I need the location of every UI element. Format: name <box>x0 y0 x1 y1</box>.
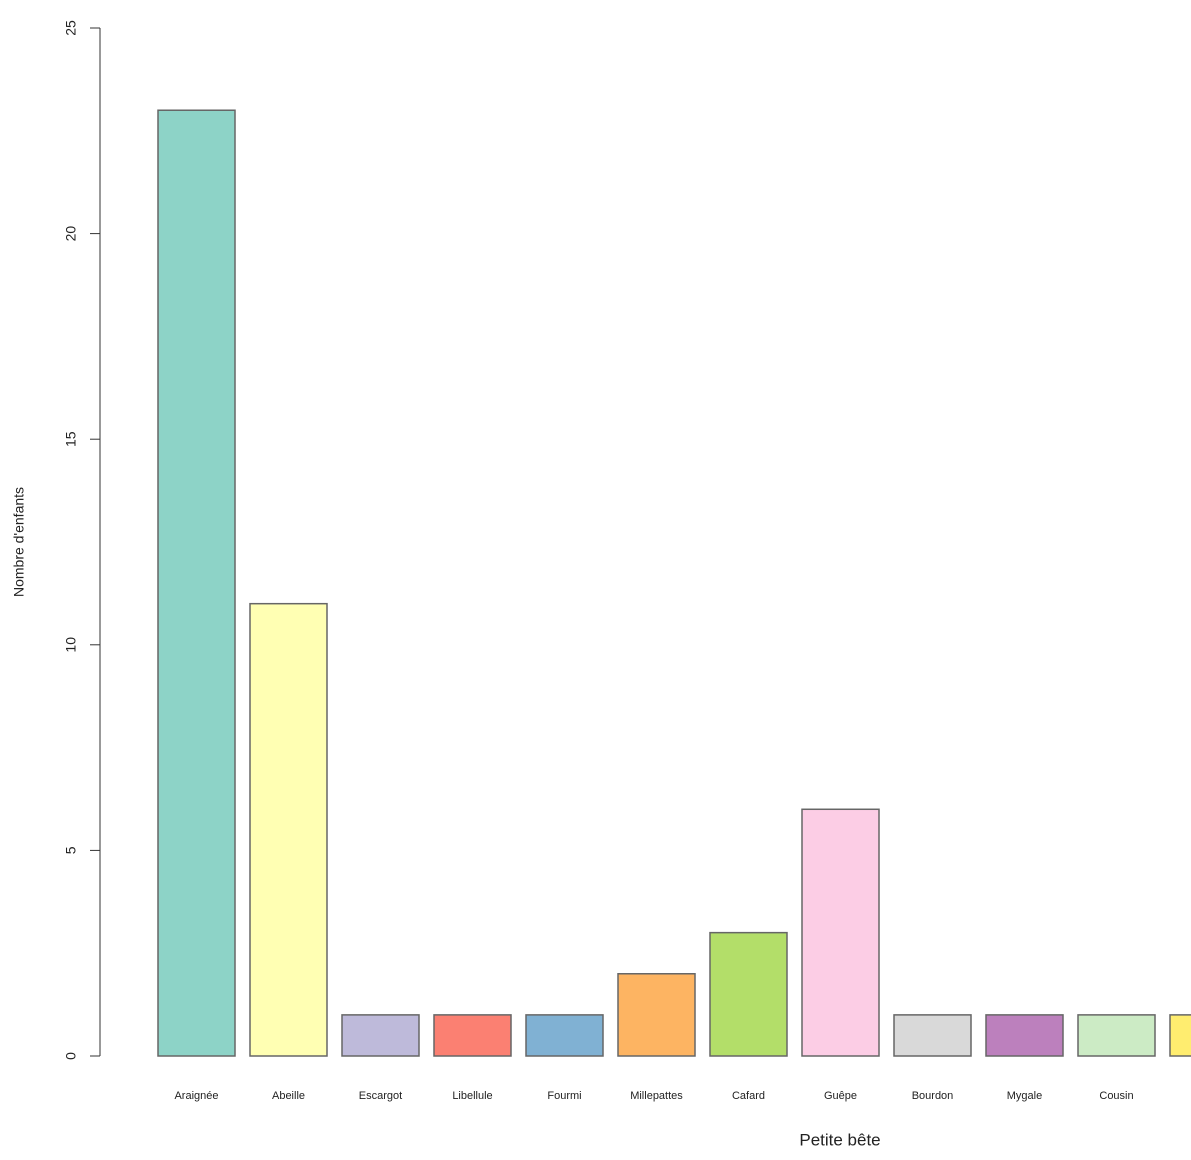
bar <box>985 1014 1064 1057</box>
bar <box>801 808 880 1057</box>
bar <box>433 1014 512 1057</box>
bar <box>709 931 788 1057</box>
y-tick-label: 10 <box>63 637 79 653</box>
bar <box>525 1014 604 1057</box>
x-axis-title: Petite bête <box>799 1130 880 1149</box>
y-tick-label: 20 <box>63 226 79 242</box>
bar <box>893 1014 972 1057</box>
x-tick-label: Bourdon <box>912 1090 954 1102</box>
x-tick-label: Abeille <box>272 1090 305 1102</box>
x-tick-label: Guêpe <box>824 1090 857 1102</box>
x-tick-label: Escargot <box>359 1090 402 1102</box>
x-tick-label: Cafard <box>732 1090 765 1102</box>
x-tick-label: Fourmi <box>547 1090 581 1102</box>
y-tick-label: 25 <box>63 20 79 36</box>
bar <box>249 602 328 1057</box>
x-tick-label: Millepattes <box>630 1090 683 1102</box>
y-tick-label: 0 <box>63 1052 79 1060</box>
bar <box>617 973 696 1057</box>
y-axis-title: Nombre d'enfants <box>11 487 27 597</box>
y-tick-label: 5 <box>63 846 79 854</box>
bar <box>1077 1014 1156 1057</box>
x-tick-label: Cousin <box>1099 1090 1133 1102</box>
bar <box>1169 1014 1191 1057</box>
y-tick-label: 15 <box>63 431 79 447</box>
x-tick-label: Libellule <box>452 1090 492 1102</box>
x-tick-label: Mygale <box>1007 1090 1042 1102</box>
x-tick-label: Araignée <box>174 1090 218 1102</box>
bar <box>341 1014 420 1057</box>
bar <box>157 109 236 1057</box>
